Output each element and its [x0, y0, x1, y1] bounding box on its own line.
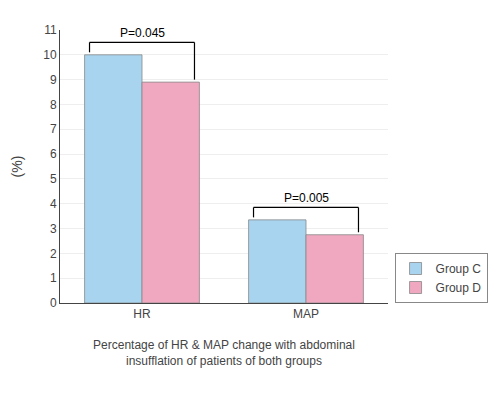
svg-text:9: 9: [50, 73, 57, 87]
svg-text:P=0.005: P=0.005: [284, 191, 329, 205]
svg-text:11: 11: [44, 23, 57, 37]
svg-text:8: 8: [50, 98, 57, 112]
svg-text:P=0.045: P=0.045: [120, 26, 165, 40]
svg-text:4: 4: [50, 197, 57, 211]
svg-text:6: 6: [50, 147, 57, 161]
svg-text:MAP: MAP: [293, 307, 319, 321]
svg-text:1: 1: [50, 271, 57, 285]
svg-text:2: 2: [50, 247, 57, 261]
svg-text:10: 10: [43, 48, 57, 62]
svg-text:5: 5: [50, 172, 57, 186]
svg-text:Group D: Group D: [436, 281, 482, 295]
svg-text:7: 7: [50, 122, 57, 136]
svg-text:(%): (%): [9, 156, 25, 178]
svg-text:3: 3: [50, 222, 57, 236]
svg-text:Percentage of HR & MAP change: Percentage of HR & MAP change with abdom…: [93, 338, 355, 368]
svg-text:0: 0: [50, 296, 57, 310]
svg-text:Group C: Group C: [436, 262, 482, 276]
svg-text:HR: HR: [133, 307, 151, 321]
